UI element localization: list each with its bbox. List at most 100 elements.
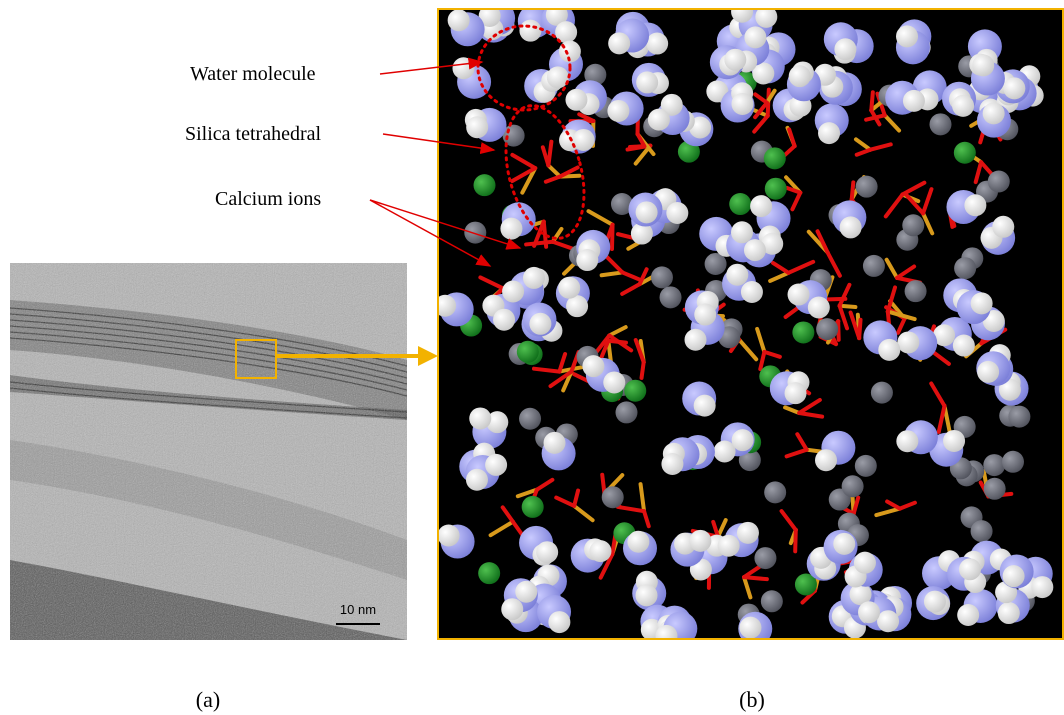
atom	[750, 195, 772, 217]
atom	[971, 292, 993, 314]
atom	[896, 430, 918, 452]
atom	[636, 584, 658, 606]
atom	[529, 313, 551, 335]
atom	[718, 535, 740, 557]
bond	[744, 577, 767, 579]
atom	[602, 486, 624, 508]
atom	[765, 178, 787, 200]
caption: (a)	[196, 687, 220, 712]
figure: 10 nm Water molecule Silica tetrahedral …	[0, 0, 1064, 715]
atom	[964, 194, 986, 216]
atom	[792, 321, 814, 343]
atom	[957, 604, 979, 626]
atom	[694, 395, 716, 417]
atom	[547, 66, 569, 88]
atom	[744, 239, 766, 261]
atom	[761, 590, 783, 612]
atom	[731, 1, 753, 23]
atom	[522, 496, 544, 518]
atom	[485, 454, 507, 476]
atom	[1003, 77, 1025, 99]
atom	[764, 147, 786, 169]
atom	[896, 25, 918, 47]
atom	[744, 26, 766, 48]
bond	[838, 321, 839, 340]
atom	[924, 591, 946, 613]
atom	[953, 335, 975, 357]
atom	[523, 267, 545, 289]
atom	[576, 249, 598, 271]
atom	[624, 380, 646, 402]
atom	[452, 57, 474, 79]
atom	[959, 558, 981, 580]
atom	[603, 371, 625, 393]
atom	[856, 176, 878, 198]
atom	[858, 601, 880, 623]
atom	[515, 581, 537, 603]
atom	[726, 264, 748, 286]
atom	[1008, 406, 1030, 428]
atom	[519, 20, 541, 42]
atom	[1002, 451, 1024, 473]
atom	[519, 408, 541, 430]
atom	[977, 361, 999, 383]
atom	[739, 617, 761, 639]
atom	[627, 531, 649, 553]
atom	[808, 296, 830, 318]
tem-image: 10 nm	[10, 263, 407, 640]
atom	[818, 122, 840, 144]
atom	[972, 54, 994, 76]
atom	[954, 257, 976, 279]
annotation: Calcium ions	[215, 188, 321, 210]
atom	[943, 430, 965, 452]
annotation: Water molecule	[190, 63, 316, 85]
atom	[438, 524, 460, 546]
atom	[855, 455, 877, 477]
atom	[544, 432, 566, 454]
atom	[493, 309, 515, 331]
atom	[788, 284, 810, 306]
bond	[526, 242, 553, 245]
atom	[729, 193, 751, 215]
atom	[1031, 576, 1053, 598]
atom	[854, 552, 876, 574]
atom	[724, 49, 746, 71]
annotation: Silica tetrahedral	[185, 123, 321, 145]
bond	[795, 530, 796, 551]
atom	[863, 255, 885, 277]
atom	[731, 221, 753, 243]
atom	[731, 93, 753, 115]
atom	[840, 216, 862, 238]
atom	[589, 540, 611, 562]
atom	[661, 453, 683, 475]
caption: (b)	[739, 687, 765, 712]
atom	[558, 277, 580, 299]
atom	[905, 280, 927, 302]
atom	[466, 116, 488, 138]
atom	[737, 522, 759, 544]
bond	[852, 182, 854, 199]
atom	[834, 38, 856, 60]
atom	[952, 95, 974, 117]
bond	[871, 92, 873, 110]
atom	[636, 201, 658, 223]
atom	[741, 281, 763, 303]
bond	[602, 272, 623, 275]
atom	[502, 281, 524, 303]
atom	[971, 520, 993, 542]
atom	[655, 625, 677, 647]
atom	[732, 429, 754, 451]
atom	[582, 355, 604, 377]
atom	[573, 129, 595, 151]
atom	[785, 382, 807, 404]
atom	[636, 71, 658, 93]
atom	[660, 286, 682, 308]
atom	[517, 341, 539, 363]
atom	[448, 9, 470, 31]
atom	[469, 407, 491, 429]
bond	[642, 362, 644, 378]
atom	[789, 65, 811, 87]
atom	[501, 598, 523, 620]
atom	[616, 401, 638, 423]
atom	[666, 202, 688, 224]
